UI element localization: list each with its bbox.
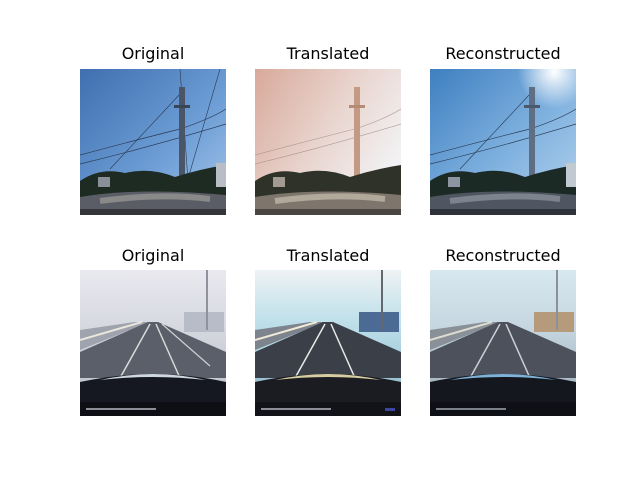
photo-translated-clear-highway	[255, 270, 401, 416]
panel-title-translated-1: Translated	[286, 44, 370, 63]
photo-original-foggy-highway	[80, 270, 226, 416]
photo-reconstructed-foggy-highway	[430, 270, 576, 416]
panel-title-original-1: Original	[121, 44, 185, 63]
panel-title-original-2: Original	[121, 246, 185, 265]
photo-translated-hazy-road	[255, 69, 401, 215]
panel-title-reconstructed-1: Reconstructed	[445, 44, 561, 63]
photo-reconstructed-clear-road	[430, 69, 576, 215]
photo-original-clear-road	[80, 69, 226, 215]
panel-title-translated-2: Translated	[286, 246, 370, 265]
panel-title-reconstructed-2: Reconstructed	[445, 246, 561, 265]
